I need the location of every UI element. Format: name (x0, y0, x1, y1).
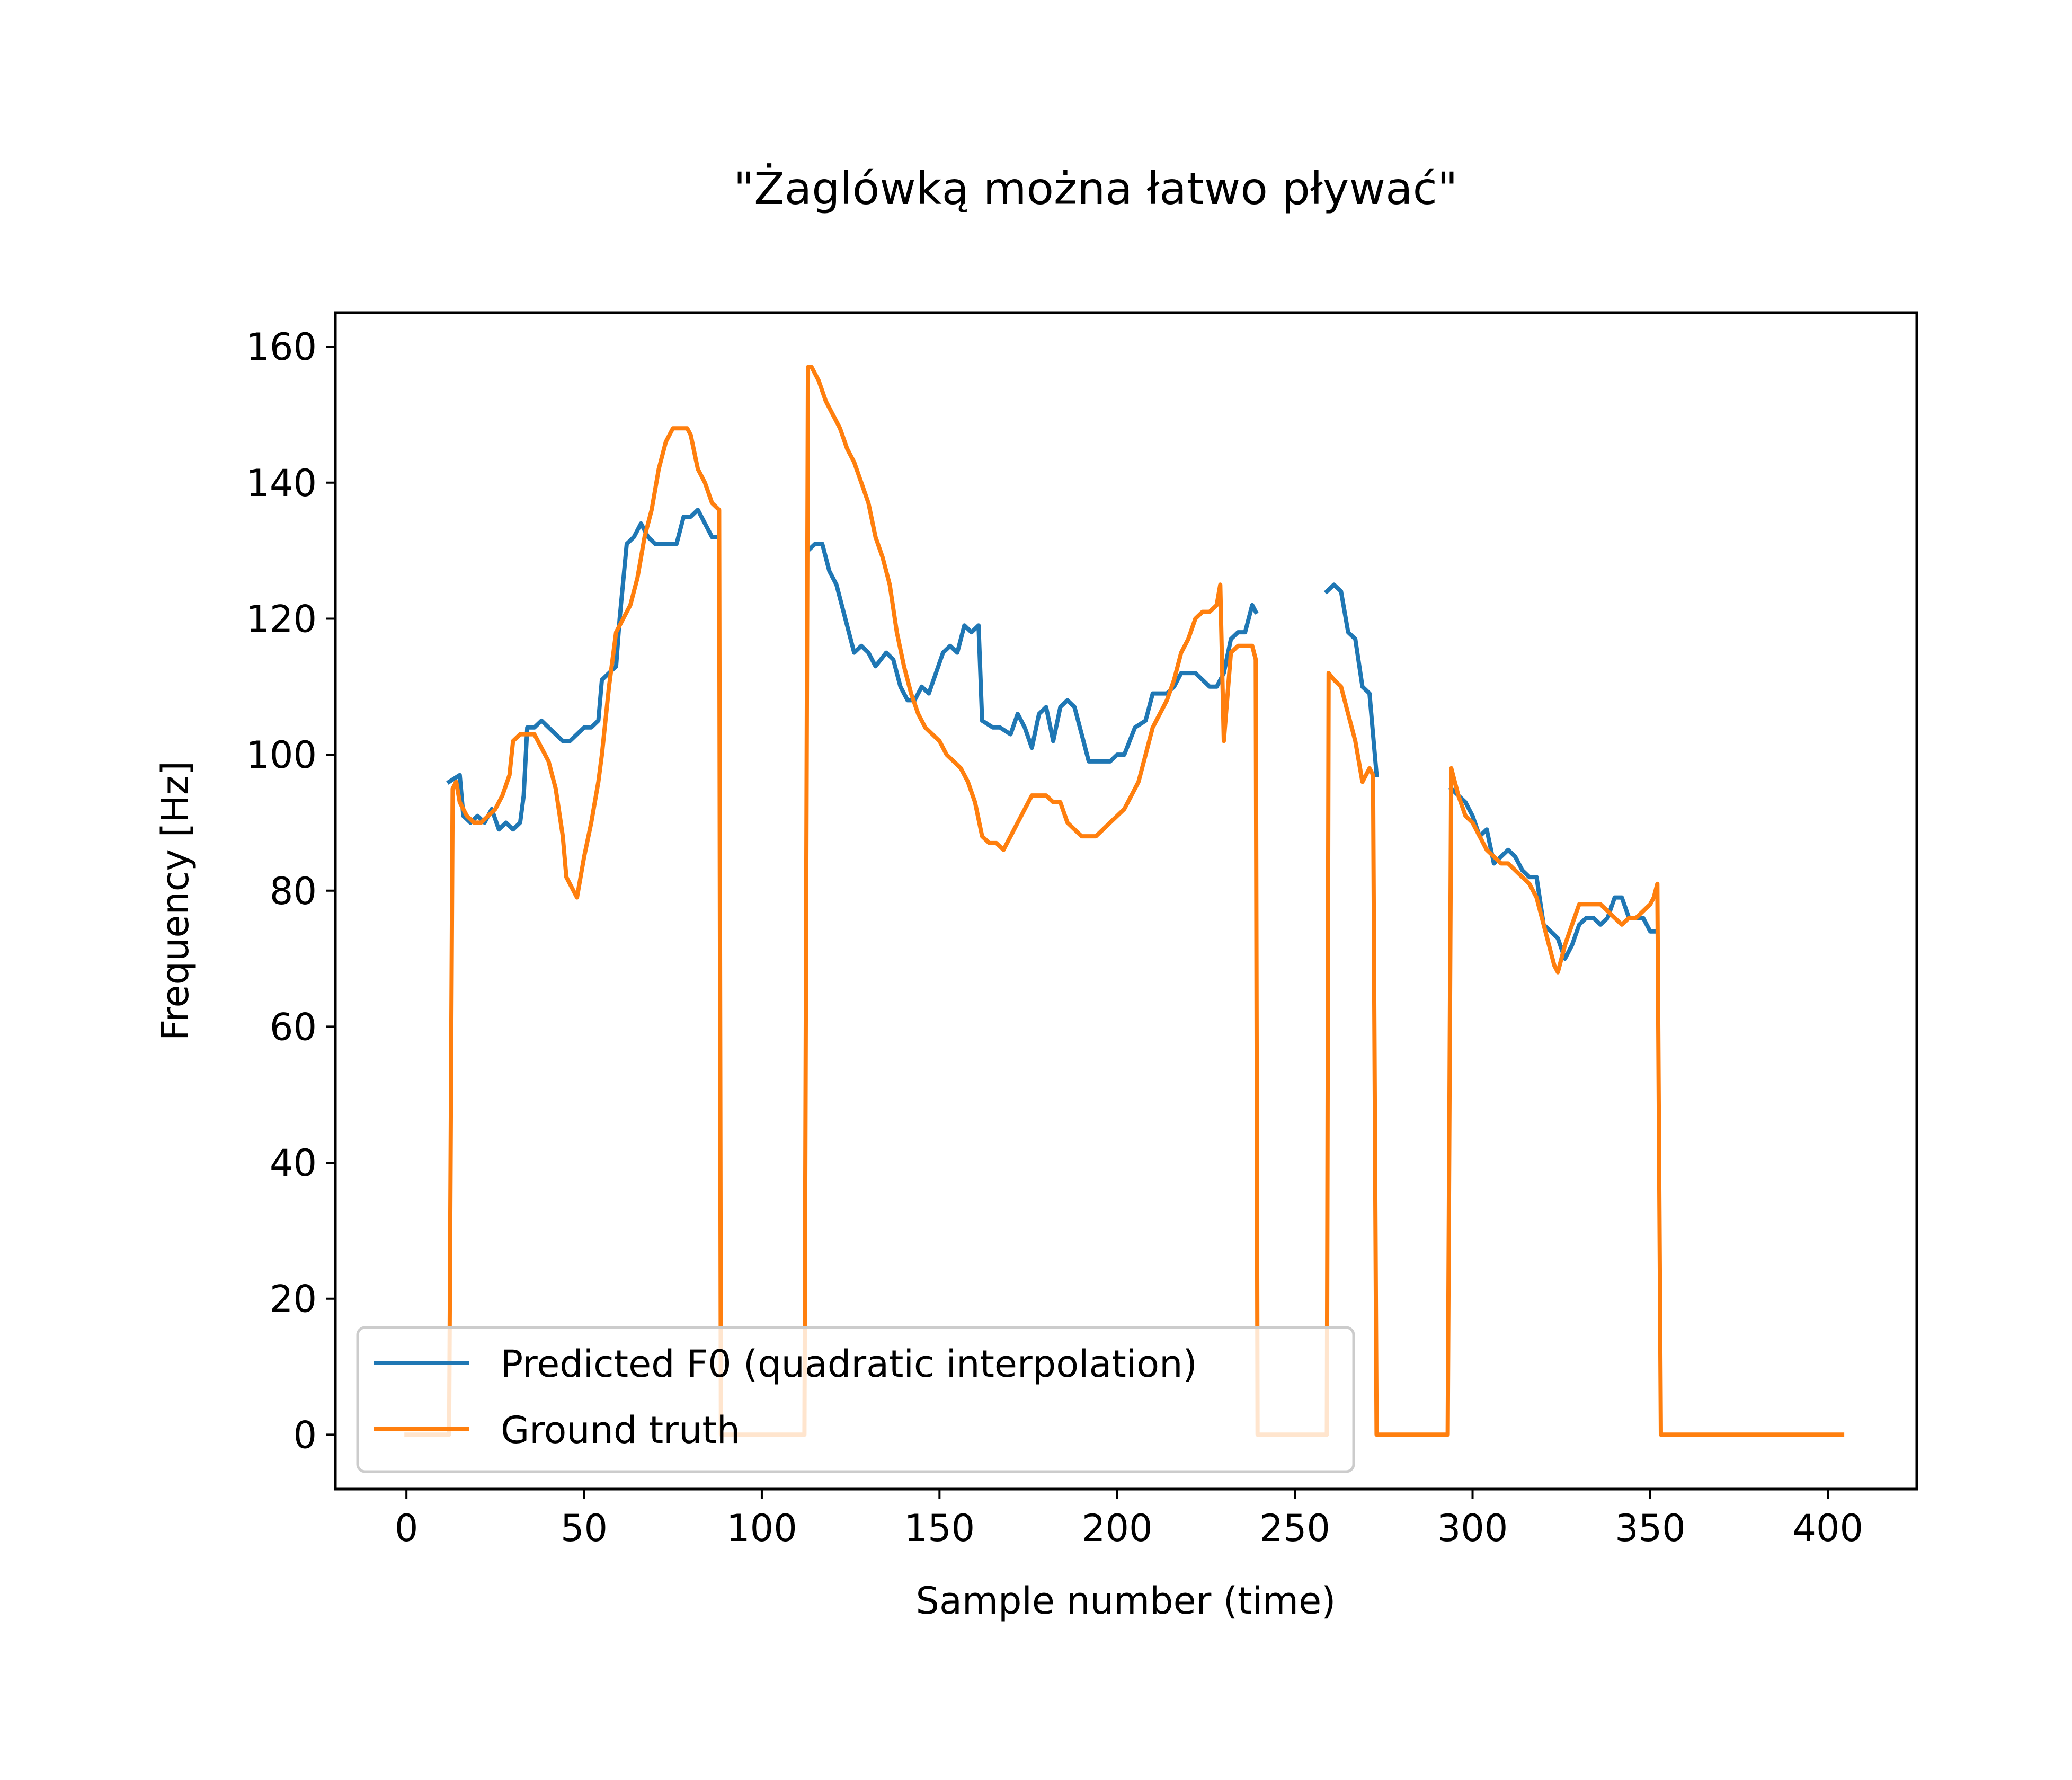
series-layer (404, 365, 1845, 1437)
series-line-segment (1448, 785, 1656, 961)
y-tick-label: 140 (246, 462, 317, 505)
y-tick-label: 80 (270, 870, 317, 913)
x-tick-label: 350 (1615, 1507, 1686, 1550)
legend-box (356, 1326, 1355, 1473)
series-line-segment (446, 508, 718, 832)
series-predicted-f0 (446, 508, 1656, 961)
x-tick-label: 250 (1259, 1507, 1330, 1550)
y-axis-label: Frequency [Hz] (154, 761, 197, 1041)
legend: Predicted F0 (quadratic interpolation) G… (356, 1326, 1355, 1473)
x-axis-label: Sample number (time) (916, 1579, 1336, 1623)
y-tick-label: 60 (270, 1005, 317, 1049)
y-axis-ticks: 0 20 40 60 80 100 120 140 160 (246, 325, 335, 1457)
legend-label-predicted: Predicted F0 (quadratic interpolation) (501, 1342, 1197, 1386)
series-ground-truth (404, 365, 1845, 1437)
x-axis-ticks: 0 50 100 150 200 250 300 350 400 (395, 1489, 1863, 1550)
y-tick-label: 20 (270, 1278, 317, 1321)
x-tick-label: 150 (904, 1507, 975, 1550)
y-tick-label: 0 (293, 1413, 317, 1457)
y-tick-label: 40 (270, 1141, 317, 1185)
plot-frame (334, 311, 1918, 1491)
series-line-segment (1323, 582, 1379, 777)
series-line-segment (805, 542, 1259, 764)
x-tick-label: 0 (395, 1507, 419, 1550)
x-tick-label: 50 (561, 1507, 608, 1550)
legend-label-ground-truth: Ground truth (501, 1409, 740, 1452)
chart-title: "Żaglówką można łatwo pływać" (734, 163, 1458, 215)
y-tick-label: 120 (246, 597, 317, 641)
x-tick-label: 300 (1437, 1507, 1508, 1550)
plot-area (334, 311, 1918, 1491)
y-tick-label: 100 (246, 733, 317, 777)
series-line-segment (404, 365, 1845, 1437)
y-tick-label: 160 (246, 325, 317, 369)
x-tick-label: 100 (726, 1507, 797, 1550)
x-tick-label: 200 (1082, 1507, 1153, 1550)
x-tick-label: 400 (1792, 1507, 1863, 1550)
